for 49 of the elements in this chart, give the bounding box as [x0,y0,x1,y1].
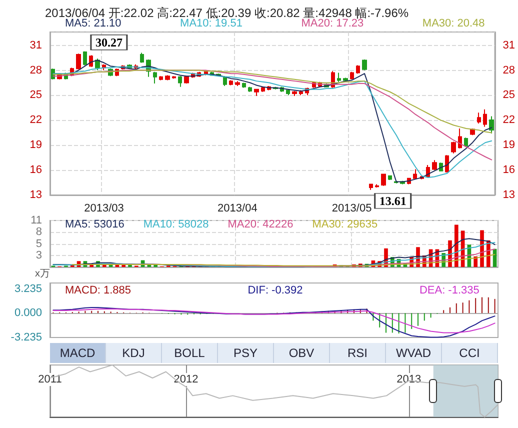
text: MA5: 21.10 [65,18,122,30]
text: KDJ [106,343,162,363]
y-tick-label: 19 [30,139,42,152]
y-tick-label: 8 [36,226,42,238]
text: PSY [218,343,274,363]
text: WVAD [386,343,442,363]
y-tick-label: 25 [30,89,42,102]
y-axis-title: x万 [35,268,50,280]
text: MA30: 20.48 [422,18,485,30]
y-tick-label: -3.235 [10,332,42,344]
x-tick-label: 2013/03 [84,202,124,214]
text: MA10: 58028 [143,218,209,230]
text: MA30: 29635 [312,218,378,230]
y-tick-label: 3.235 [14,282,42,295]
y-tick-label: 0.000 [14,307,42,320]
y2-tick-label: 19 [502,139,516,152]
x-tick-label: 2012 [174,374,198,386]
text: CCI [442,343,498,363]
annotation: 13.61 [379,194,406,208]
text: BOLL [162,343,218,363]
y2-tick-label: 31 [502,39,516,52]
y2-tick-label: 13 [502,189,516,201]
text: MA10: 19.51 [180,18,242,30]
text: MA20: 42226 [228,218,294,230]
y-tick-label: 22 [30,114,42,126]
y2-tick-label: 28 [502,64,516,76]
y-tick-label: 11 [30,214,42,226]
text: MA5: 53016 [65,218,124,230]
series-label: MACD: 1.885 [65,284,132,296]
y2-tick-label: 22 [502,114,516,126]
y-tick-label: 28 [30,64,42,76]
y-tick-label: 5 [36,238,42,250]
text: RSI [330,343,386,363]
y-tick-label: 13 [30,189,42,201]
annotation: 30.27 [95,35,122,50]
text: DEA: -1.335 [419,284,480,296]
y2-tick-label: 16 [502,164,516,176]
text: MACD [50,343,106,363]
x-tick-label: 2011 [38,374,62,386]
text: OBV [274,343,330,363]
text: MA20: 17.23 [301,18,364,30]
chart-title: 2013/06/04 开:22.02 高:22.47 低:20.39 收:20.82 量:42948 幅:-7.96% [45,6,409,20]
y-tick-label: 3 [36,249,42,262]
x-tick-label: 2013/04 [218,202,258,214]
y-tick-label: 16 [30,164,42,176]
series-label: DIF: -0.392 [248,284,303,296]
y-tick-label: 31 [30,39,42,52]
y2-tick-label: 25 [502,89,516,102]
x-tick-label: 2013/05 [332,202,372,214]
